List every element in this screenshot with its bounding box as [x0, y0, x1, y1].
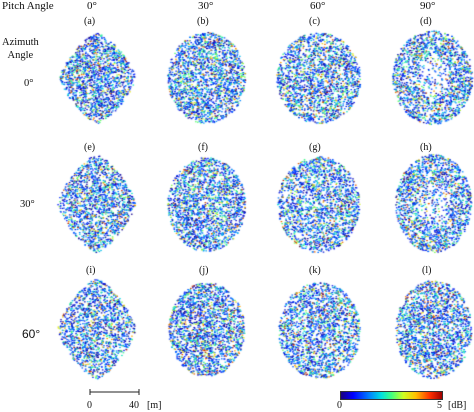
point-cloud-c [274, 30, 362, 125]
point-cloud-e [55, 152, 137, 254]
colorbar-min: 0 [337, 400, 342, 411]
column-header-0: 0° [87, 0, 97, 12]
subplot-label-l: (l) [422, 265, 432, 276]
scale-bar-end: 40 [129, 400, 139, 411]
azimuth-angle-label: Azimuth Angle [2, 37, 39, 61]
colorbar-unit: [dB] [448, 400, 467, 411]
subplot-label-j: (j) [199, 265, 209, 276]
column-header-90: 90° [420, 0, 436, 12]
point-cloud-f [165, 155, 247, 253]
point-cloud-l [393, 278, 473, 380]
row-label-30: 30° [20, 199, 35, 210]
colorbar-max: 5 [437, 400, 442, 411]
row-label-0: 0° [24, 78, 34, 89]
column-header-60: 60° [310, 0, 326, 12]
point-cloud-a [57, 30, 137, 125]
subplot-label-e: (e) [84, 142, 96, 153]
subplot-label-d: (d) [420, 16, 432, 27]
subplot-label-c: (c) [309, 16, 321, 27]
point-cloud-d [390, 28, 474, 126]
column-header-30: 30° [198, 0, 214, 12]
row-label-60: 60° [22, 327, 41, 341]
scale-bar [89, 389, 140, 395]
scale-bar-unit: [m] [147, 400, 162, 411]
subplot-label-h: (h) [420, 142, 432, 153]
point-cloud-i [55, 276, 137, 381]
subplot-label-a: (a) [84, 16, 96, 27]
pitch-angle-label: Pitch Angle [2, 0, 54, 12]
point-cloud-g [275, 154, 361, 254]
subplot-label-b: (b) [197, 16, 209, 27]
colorbar [340, 391, 443, 400]
subplot-label-f: (f) [198, 142, 208, 153]
scale-bar-start: 0 [87, 400, 92, 411]
subplot-label-i: (i) [86, 265, 96, 276]
point-cloud-h [393, 152, 473, 254]
point-cloud-b [165, 30, 247, 125]
subplot-label-k: (k) [309, 265, 321, 276]
point-cloud-k [276, 280, 362, 380]
point-cloud-j [166, 280, 246, 378]
subplot-label-g: (g) [309, 142, 321, 153]
